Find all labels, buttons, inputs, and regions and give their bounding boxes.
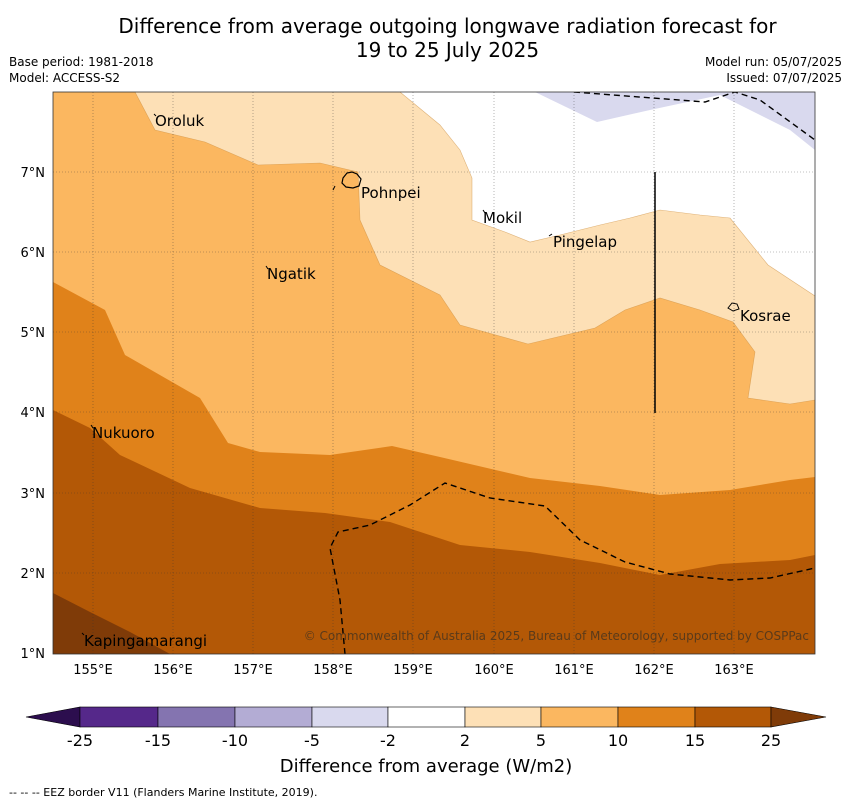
colorbar-label: -2 [380, 731, 396, 750]
x-tick: 155°E [73, 663, 113, 678]
map-frame [52, 91, 816, 655]
label-oroluk: Oroluk [155, 112, 204, 130]
pohnpei-island [341, 171, 362, 189]
colorbar-label: -25 [67, 731, 93, 750]
y-tick: 1°N [21, 647, 46, 662]
label-kosrae: Kosrae [740, 307, 791, 325]
atoll-markers [81, 113, 553, 636]
y-tick: 5°N [21, 326, 46, 341]
label-nukuoro: Nukuoro [92, 424, 155, 442]
model-name: Model: ACCESS-S2 [9, 71, 121, 85]
colorbar-segment [234, 706, 313, 728]
title-line-2: 19 to 25 July 2025 [355, 38, 540, 62]
pohnpei-islet [332, 185, 336, 191]
colorbar-segment [157, 706, 236, 728]
colorbar-segment [694, 706, 772, 728]
colorbar-segment [311, 706, 389, 728]
base-period: Base period: 1981-2018 [9, 55, 154, 69]
label-pohnpei: Pohnpei [361, 184, 421, 202]
x-tick: 163°E [714, 663, 754, 678]
eez-footnote: -- -- -- EEZ border V11 (Flanders Marine… [9, 786, 318, 799]
colorbar-label: -5 [304, 731, 320, 750]
x-tick: 159°E [393, 663, 433, 678]
x-tick: 156°E [153, 663, 193, 678]
colorbar-label: 10 [608, 731, 628, 750]
colorbar-segment [617, 706, 696, 728]
model-info: Base period: 1981-2018 Model: ACCESS-S2 [9, 54, 154, 86]
label-ngatik: Ngatik [267, 265, 316, 283]
colorbar-label: -10 [222, 731, 248, 750]
y-tick: 6°N [21, 246, 46, 261]
colorbar-extend-low [25, 706, 81, 728]
x-tick: 157°E [233, 663, 273, 678]
colorbar-label: 5 [536, 731, 546, 750]
colorbar-label: 15 [685, 731, 705, 750]
title-line-1: Difference from average outgoing longwav… [118, 14, 777, 38]
colorbar-segment [540, 706, 619, 728]
band-15-to-25 [53, 410, 815, 654]
kosrae-island [727, 302, 740, 312]
x-tick: 162°E [634, 663, 674, 678]
colorbar-segment [79, 706, 159, 728]
issued-date: Issued: 07/07/2025 [726, 71, 842, 85]
label-mokil: Mokil [483, 209, 522, 227]
longitude-ticks: 155°E 156°E 157°E 158°E 159°E 160°E 161°… [73, 663, 754, 678]
forecast-map: Oroluk Pohnpei Mokil Pingelap Ngatik Kos… [53, 92, 815, 654]
colorbar-title: Difference from average (W/m2) [280, 756, 572, 777]
colorbar-segment [387, 706, 466, 728]
colorbar-label: -15 [145, 731, 171, 750]
y-tick: 7°N [21, 166, 46, 181]
y-tick: 3°N [21, 487, 46, 502]
latitude-ticks: 7°N 6°N 5°N 4°N 3°N 2°N 1°N [21, 166, 46, 662]
label-kapingamarangi: Kapingamarangi [84, 632, 207, 650]
colorbar: -25 -15 -10 -5 -2 2 5 10 15 25 Differenc… [25, 706, 827, 777]
map-title: Difference from average outgoing longwav… [0, 14, 850, 62]
eez-borders [329, 92, 815, 654]
model-run-date: Model run: 05/07/2025 [704, 55, 842, 69]
colorbar-extend-high [770, 706, 827, 728]
y-tick: 4°N [21, 406, 46, 421]
x-tick: 161°E [554, 663, 594, 678]
band-negative-2-to-5 [535, 92, 815, 150]
colorbar-segment [464, 706, 542, 728]
colorbar-label: 2 [460, 731, 470, 750]
run-info: Model run: 05/07/2025 Issued: 07/07/2025 [705, 54, 842, 86]
band-over-25 [53, 593, 170, 654]
y-tick: 2°N [21, 567, 46, 582]
label-pingelap: Pingelap [553, 233, 617, 251]
x-tick: 160°E [474, 663, 514, 678]
colorbar-label: 25 [761, 731, 781, 750]
x-tick: 158°E [313, 663, 353, 678]
contour-lines [134, 92, 815, 405]
copyright-notice: © Commonwealth of Australia 2025, Bureau… [304, 629, 809, 643]
graticule [53, 92, 815, 654]
